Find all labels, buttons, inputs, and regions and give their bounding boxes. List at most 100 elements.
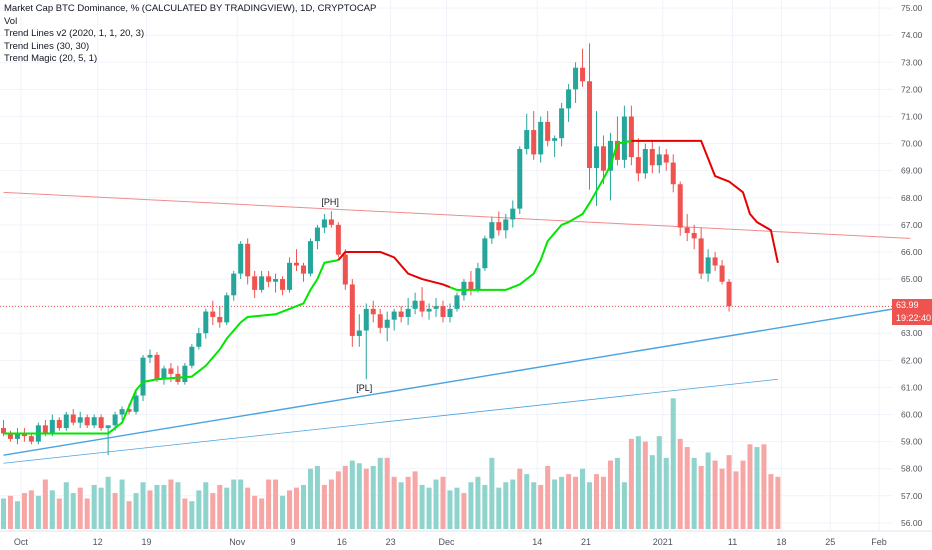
candle-body: [621, 116, 627, 160]
volume-bar: [384, 457, 390, 529]
legend-volume[interactable]: Vol: [4, 15, 18, 27]
candle-body: [510, 208, 516, 220]
volume-bar: [705, 452, 711, 529]
candle-body: [335, 224, 341, 255]
volume-bar: [266, 479, 272, 529]
candle-body: [140, 357, 146, 396]
volume-bar: [454, 487, 460, 529]
candle-body: [600, 146, 606, 171]
volume-bar: [287, 490, 293, 529]
legend-title[interactable]: Market Cap BTC Dominance, % (CALCULATED …: [4, 3, 377, 14]
volume-bar: [496, 487, 502, 529]
candle-body: [377, 314, 383, 328]
x-tick-label: 9: [291, 537, 296, 547]
y-tick-label: 75.00: [901, 3, 923, 13]
candle-body: [21, 433, 27, 437]
candle-body: [231, 273, 237, 296]
candle-body: [203, 311, 209, 334]
candle-body: [49, 419, 55, 434]
volume-bar: [377, 457, 383, 529]
candle-body: [105, 425, 111, 429]
candle-body: [496, 222, 502, 231]
volume-bar: [489, 457, 495, 529]
candle-body: [538, 121, 544, 155]
volume-bar: [35, 495, 41, 529]
y-axis: 56.00 57.00 58.00 59.00 60.00 61.00 62.00 63.00…: [901, 3, 923, 528]
candle-body: [168, 368, 174, 374]
volume-bar: [273, 479, 279, 529]
last-price-badge: 63.99: [892, 299, 932, 313]
candle-body: [287, 262, 293, 290]
candle-body: [391, 311, 397, 320]
volume-bar: [670, 398, 676, 529]
volume-bar: [552, 479, 558, 529]
y-tick-label: 66.00: [901, 247, 923, 257]
candle-body: [566, 89, 572, 109]
candle-body: [684, 227, 690, 233]
volume-bar: [684, 447, 690, 529]
trend-line-support_lower: [3, 378, 778, 464]
volume-bar: [133, 493, 139, 529]
candles-layer: [0, 43, 732, 456]
candle-body: [328, 219, 334, 225]
candle-body: [656, 154, 662, 166]
volume-bar: [649, 455, 655, 529]
volume-bar: [712, 460, 718, 529]
volume-bar: [98, 487, 104, 529]
candle-body: [154, 354, 160, 380]
legend-indicator-trend-magic[interactable]: Trend Magic (20, 5, 1): [4, 53, 98, 64]
candle-body: [370, 308, 376, 315]
x-tick-label: 14: [532, 537, 542, 547]
x-tick-label: 18: [776, 537, 786, 547]
volume-bar: [217, 484, 223, 529]
y-tick-label: 69.00: [901, 166, 923, 176]
volume-bar: [677, 438, 683, 529]
volume-bar: [747, 444, 753, 529]
candle-body: [196, 333, 202, 347]
candle-body: [475, 268, 481, 290]
volume-bar: [419, 484, 425, 529]
y-tick-label: 67.00: [901, 220, 923, 230]
volume-bar: [300, 484, 306, 529]
volume-bar: [719, 468, 725, 529]
candle-body: [300, 265, 306, 274]
volume-bar: [105, 476, 111, 529]
volume-bar: [531, 482, 537, 529]
volume-bar: [433, 479, 439, 529]
volume-bar: [7, 495, 13, 529]
candle-body: [482, 238, 488, 269]
candle-body: [503, 219, 509, 231]
candle-body: [314, 227, 320, 242]
volume-bar: [231, 479, 237, 529]
bar-countdown-badge: 19:22:40: [892, 312, 932, 326]
x-axis: Oct 12 19 Nov 9 16 23 Dec 14 21 2021 11 18 25 Feb: [0, 530, 932, 547]
volume-bar: [342, 465, 348, 529]
candle-body: [84, 417, 90, 426]
candle-body: [489, 222, 495, 239]
volume-bar: [628, 438, 634, 529]
volume-bar: [573, 476, 579, 529]
trend-line-resistance: [3, 191, 911, 239]
candle-body: [593, 146, 600, 168]
legend-indicator-trend-lines[interactable]: Trend Lines (30, 30): [4, 40, 90, 52]
y-tick-label: 58.00: [901, 464, 923, 474]
candle-body: [63, 414, 69, 429]
volume-bar: [28, 490, 34, 529]
volume-bar: [607, 460, 613, 529]
x-tick-label: 19: [142, 537, 152, 547]
candle-body: [426, 308, 432, 312]
x-tick-label: 12: [93, 537, 103, 547]
volume-bar: [517, 468, 523, 529]
candle-body: [273, 279, 279, 282]
pivot-low-label: [PL]: [356, 383, 373, 394]
volume-bar: [635, 436, 641, 529]
candle-body: [161, 368, 167, 380]
volume-bar: [280, 495, 286, 529]
y-tick-label: 74.00: [901, 30, 923, 40]
trend-lines-layer: [0, 191, 911, 464]
volume-bar: [335, 471, 341, 529]
candle-body: [210, 311, 216, 317]
legend-indicator-trend-lines-v2[interactable]: Trend Lines v2 (2020, 1, 1, 20, 3): [4, 28, 145, 39]
trend-magic-up-line: [449, 139, 632, 291]
